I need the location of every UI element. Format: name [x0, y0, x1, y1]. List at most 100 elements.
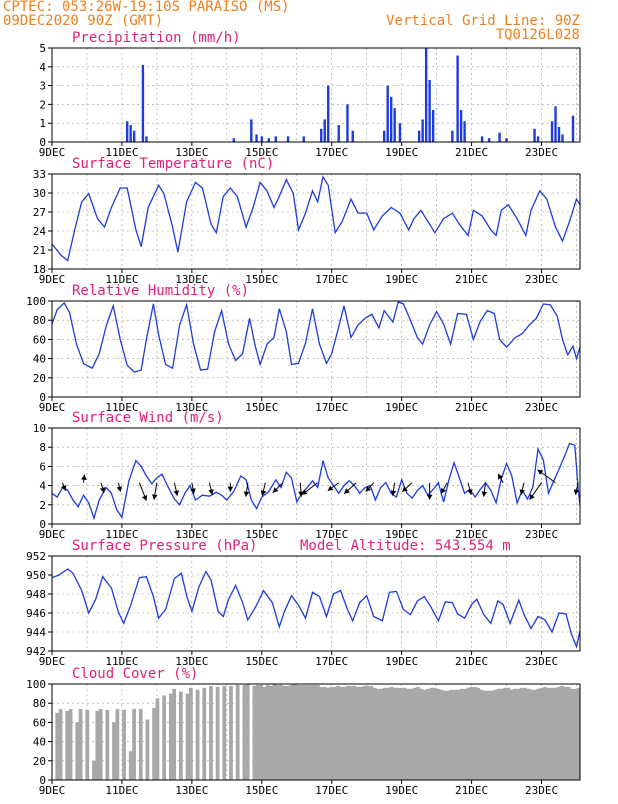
precipitation-xtick-label: 11DEC — [105, 146, 138, 159]
header-station: CPTEC: 053:26W-19:10S PARAISO (MS) — [3, 0, 290, 15]
cloud-cover-column — [416, 686, 420, 780]
cloud-cover-column — [209, 685, 213, 780]
wind-vector-head — [141, 495, 148, 501]
cloud-cover-column — [379, 688, 384, 780]
cloud-cover-column — [152, 708, 156, 780]
cloud-cover-column — [252, 685, 257, 780]
cloud-cover-column — [58, 708, 63, 780]
wind-vector-head — [81, 474, 87, 481]
humidity-ytick-label: 100 — [26, 295, 46, 308]
precipitation-frame — [51, 47, 581, 143]
cloud-cover-column — [112, 722, 116, 780]
cloud-cover-title: Cloud Cover (%) — [72, 666, 198, 682]
cloud-cover-column — [262, 686, 267, 780]
cloud-cover-ytick-label: 20 — [33, 755, 46, 768]
cloud-cover-column — [546, 687, 551, 780]
cloud-cover-xtick-label: 9DEC — [39, 784, 66, 797]
cloud-cover-column — [476, 687, 481, 780]
cloud-cover-column — [436, 688, 441, 780]
header-date: 09DEC2020 90Z (GMT) — [3, 13, 163, 29]
wind-ytick-label: 4 — [39, 480, 46, 493]
temperature-ytick-label: 33 — [33, 168, 46, 181]
wind-xtick-label: 19DEC — [385, 528, 418, 541]
temperature-line — [51, 175, 581, 262]
cloud-cover-column — [162, 695, 167, 780]
wind-vector-head — [61, 485, 67, 491]
cloud-cover-column — [493, 689, 497, 780]
precipitation-bar — [267, 138, 270, 142]
wind-xtick-label: 15DEC — [245, 528, 278, 541]
cloud-cover-column — [523, 687, 527, 780]
precipitation-bar — [421, 119, 424, 142]
humidity-ytick-label: 80 — [33, 314, 46, 327]
cloud-cover-column — [319, 686, 324, 780]
cloud-cover-column — [446, 690, 451, 780]
wind-frame — [51, 427, 581, 525]
precipitation-bar — [561, 134, 564, 142]
humidity-ytick-label: 40 — [33, 353, 46, 366]
precipitation-bar — [554, 106, 557, 142]
precipitation-bar — [487, 138, 491, 142]
humidity-xtick-label: 9DEC — [39, 401, 66, 414]
cloud-cover-column — [503, 687, 507, 780]
temperature-ytick-label: 27 — [33, 206, 46, 219]
precipitation-bar — [386, 85, 389, 142]
pressure-xtick-label: 17DEC — [315, 655, 348, 668]
precipitation-bar — [274, 136, 277, 142]
cloud-cover-column — [432, 687, 437, 780]
cloud-cover-column — [78, 708, 83, 780]
precipitation-xtick-label: 17DEC — [315, 146, 348, 159]
precipitation-bar — [417, 130, 421, 142]
precipitation-ytick-label: 1 — [39, 117, 46, 130]
cloud-cover-column — [372, 687, 377, 780]
cloud-cover-xtick-label: 23DEC — [525, 784, 558, 797]
cloud-cover-column — [326, 687, 330, 780]
cloud-cover-column — [329, 686, 334, 780]
wind-vector-head — [190, 488, 196, 494]
cloud-cover-column — [516, 688, 521, 780]
wind-vector-head — [173, 490, 179, 496]
cloud-cover-column — [172, 688, 177, 780]
precipitation-ytick-label: 3 — [39, 80, 46, 93]
temperature-xtick-label: 11DEC — [105, 273, 138, 286]
precipitation-bar — [459, 110, 463, 142]
header-run-code: TQ0126L028 — [496, 27, 580, 43]
wind-vector-head — [441, 487, 446, 494]
cloud-cover-column — [279, 684, 283, 780]
cloud-cover-column — [392, 687, 397, 780]
wind-vector-head — [301, 489, 308, 495]
precipitation-bar — [456, 55, 459, 142]
cloud-cover-ytick-label: 0 — [39, 774, 46, 787]
cloud-cover-column — [98, 708, 103, 780]
precipitation-bar — [571, 115, 575, 142]
precipitation-bar — [232, 138, 236, 142]
cloud-cover-column — [85, 709, 90, 780]
precipitation-bar — [431, 110, 435, 142]
wind-ytick-label: 6 — [39, 460, 46, 473]
wind-line — [51, 442, 581, 521]
cloud-cover-column — [259, 684, 263, 780]
precipitation-xtick-label: 19DEC — [385, 146, 418, 159]
pressure-xtick-label: 9DEC — [39, 655, 66, 668]
humidity-ytick-label: 20 — [33, 372, 46, 385]
precipitation-xtick-label: 9DEC — [39, 146, 66, 159]
cloud-cover-column — [295, 684, 300, 780]
precipitation-bar — [286, 136, 290, 142]
cloud-cover-column — [65, 710, 70, 780]
wind-vector-head — [537, 469, 544, 475]
wind-xtick-label: 9DEC — [39, 528, 66, 541]
cloud-cover-frame — [51, 683, 581, 781]
temperature-xtick-label: 19DEC — [385, 273, 418, 286]
temperature-xtick-label: 9DEC — [39, 273, 66, 286]
wind-vector-head — [573, 489, 580, 495]
precipitation-bar — [424, 48, 428, 142]
temperature-title: Surface Temperature (nC) — [72, 156, 274, 172]
cloud-cover-xtick-label: 11DEC — [105, 784, 138, 797]
pressure-ytick-label: 950 — [26, 569, 46, 582]
humidity-ytick-label: 0 — [39, 391, 46, 404]
cloud-cover-column — [506, 687, 511, 780]
cloud-cover-xtick-label: 21DEC — [455, 784, 488, 797]
precipitation-bar — [557, 126, 561, 142]
precipitation-xtick-label: 21DEC — [455, 146, 488, 159]
cloud-cover-column — [483, 690, 487, 780]
